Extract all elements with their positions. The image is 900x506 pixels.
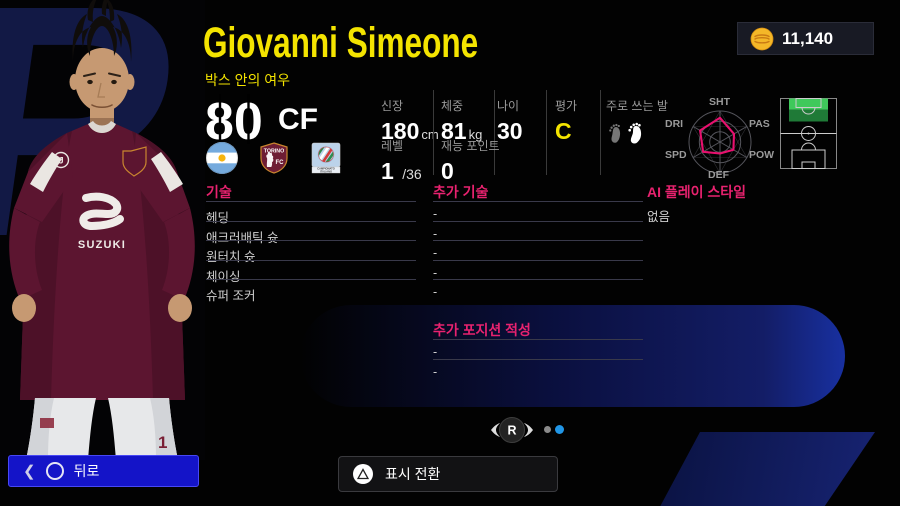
svg-text:SUZUKI: SUZUKI [78, 239, 126, 251]
svg-text:ITALIANO: ITALIANO [320, 169, 332, 173]
svg-text:1: 1 [158, 433, 167, 452]
svg-text:FC: FC [276, 160, 285, 166]
svg-text:J: J [58, 156, 63, 167]
svg-text:R: R [507, 424, 516, 438]
svg-text:TORINO: TORINO [264, 149, 285, 155]
